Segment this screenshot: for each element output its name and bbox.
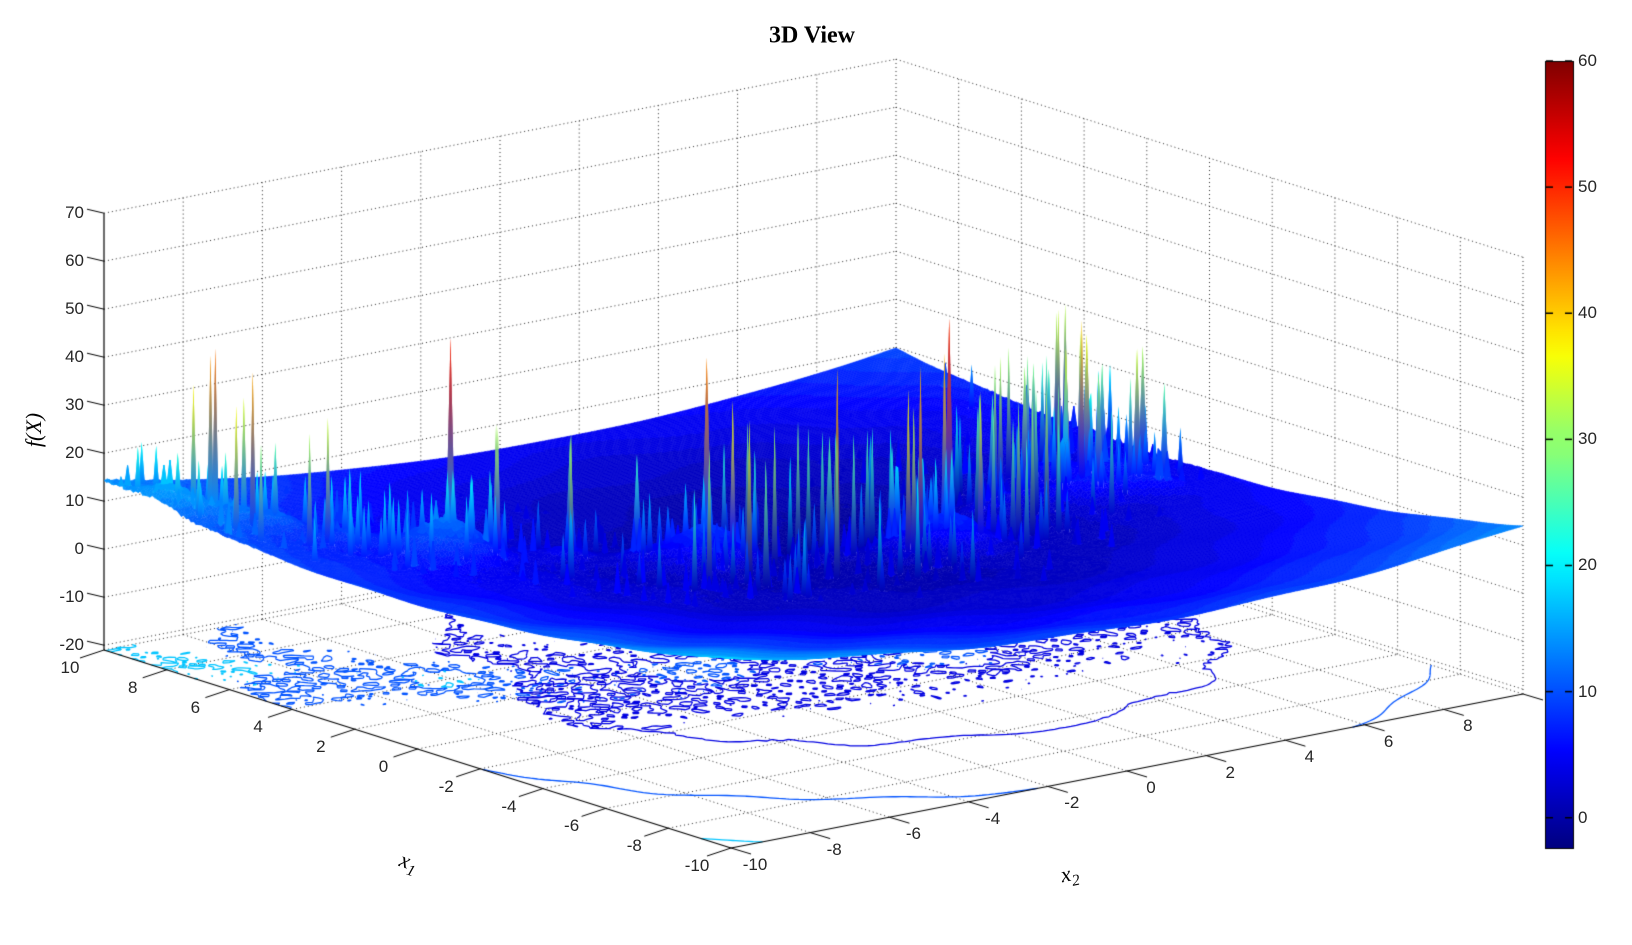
x1-axis-tick-label: 4	[253, 717, 263, 737]
z-axis-tick-label: 50	[65, 299, 84, 319]
colorbar-tick-label: 10	[1578, 681, 1597, 701]
z-axis-tick-label: 40	[65, 347, 84, 367]
x1-axis-tick-label: 0	[378, 757, 389, 776]
x2-axis-tick-label: 0	[1146, 778, 1156, 797]
x1-axis-tick-label: 6	[190, 697, 201, 717]
z-axis-tick-label: 0	[74, 539, 84, 559]
chart-title: 3D View	[769, 22, 855, 49]
x1-axis-tick-label: 2	[316, 737, 326, 757]
x1-axis-tick-label: -6	[564, 816, 580, 836]
x1-axis-tick-label: 10	[60, 658, 80, 677]
x2-axis-tick-label: -8	[826, 839, 842, 859]
z-axis-tick-label: 10	[65, 491, 84, 511]
z-axis-tick-label: -20	[59, 635, 84, 655]
colorbar-tick-label: 20	[1578, 555, 1597, 575]
x2-axis-tick-label: 8	[1463, 716, 1473, 736]
x1-axis-tick-label: -10	[684, 856, 710, 875]
x2-axis-tick-label: 2	[1225, 762, 1235, 782]
colorbar-tick-label: 0	[1578, 807, 1588, 827]
colorbar-tick-label: 60	[1578, 51, 1597, 70]
x1-axis-tick-label: -2	[438, 776, 454, 796]
x2-axis-tick-label: -2	[1064, 793, 1080, 813]
z-axis-tick-label: -10	[59, 587, 84, 607]
x2-axis-tick-label: -10	[742, 855, 768, 874]
colorbar-tick-label: 50	[1578, 177, 1597, 197]
x1-axis-tick-label: -8	[626, 836, 642, 856]
z-axis-tick-label: 60	[65, 251, 84, 271]
z-axis-tick-label: 20	[65, 443, 84, 463]
x1-axis-tick-label: 8	[127, 677, 138, 697]
z-axis-tick-label: 70	[65, 203, 84, 223]
colorbar-tick-label: 40	[1578, 303, 1597, 323]
x2-axis-tick-label: 6	[1383, 731, 1394, 751]
z-axis-label: f(X)	[21, 412, 46, 448]
x1-axis-tick-label: -4	[501, 796, 517, 816]
x2-axis-tick-label: 4	[1304, 747, 1315, 767]
x2-axis-tick-label: -6	[905, 824, 921, 844]
z-axis-tick-label: 30	[65, 395, 84, 415]
colorbar-tick-label: 30	[1578, 429, 1597, 449]
x2-axis-tick-label: -4	[985, 808, 1001, 828]
